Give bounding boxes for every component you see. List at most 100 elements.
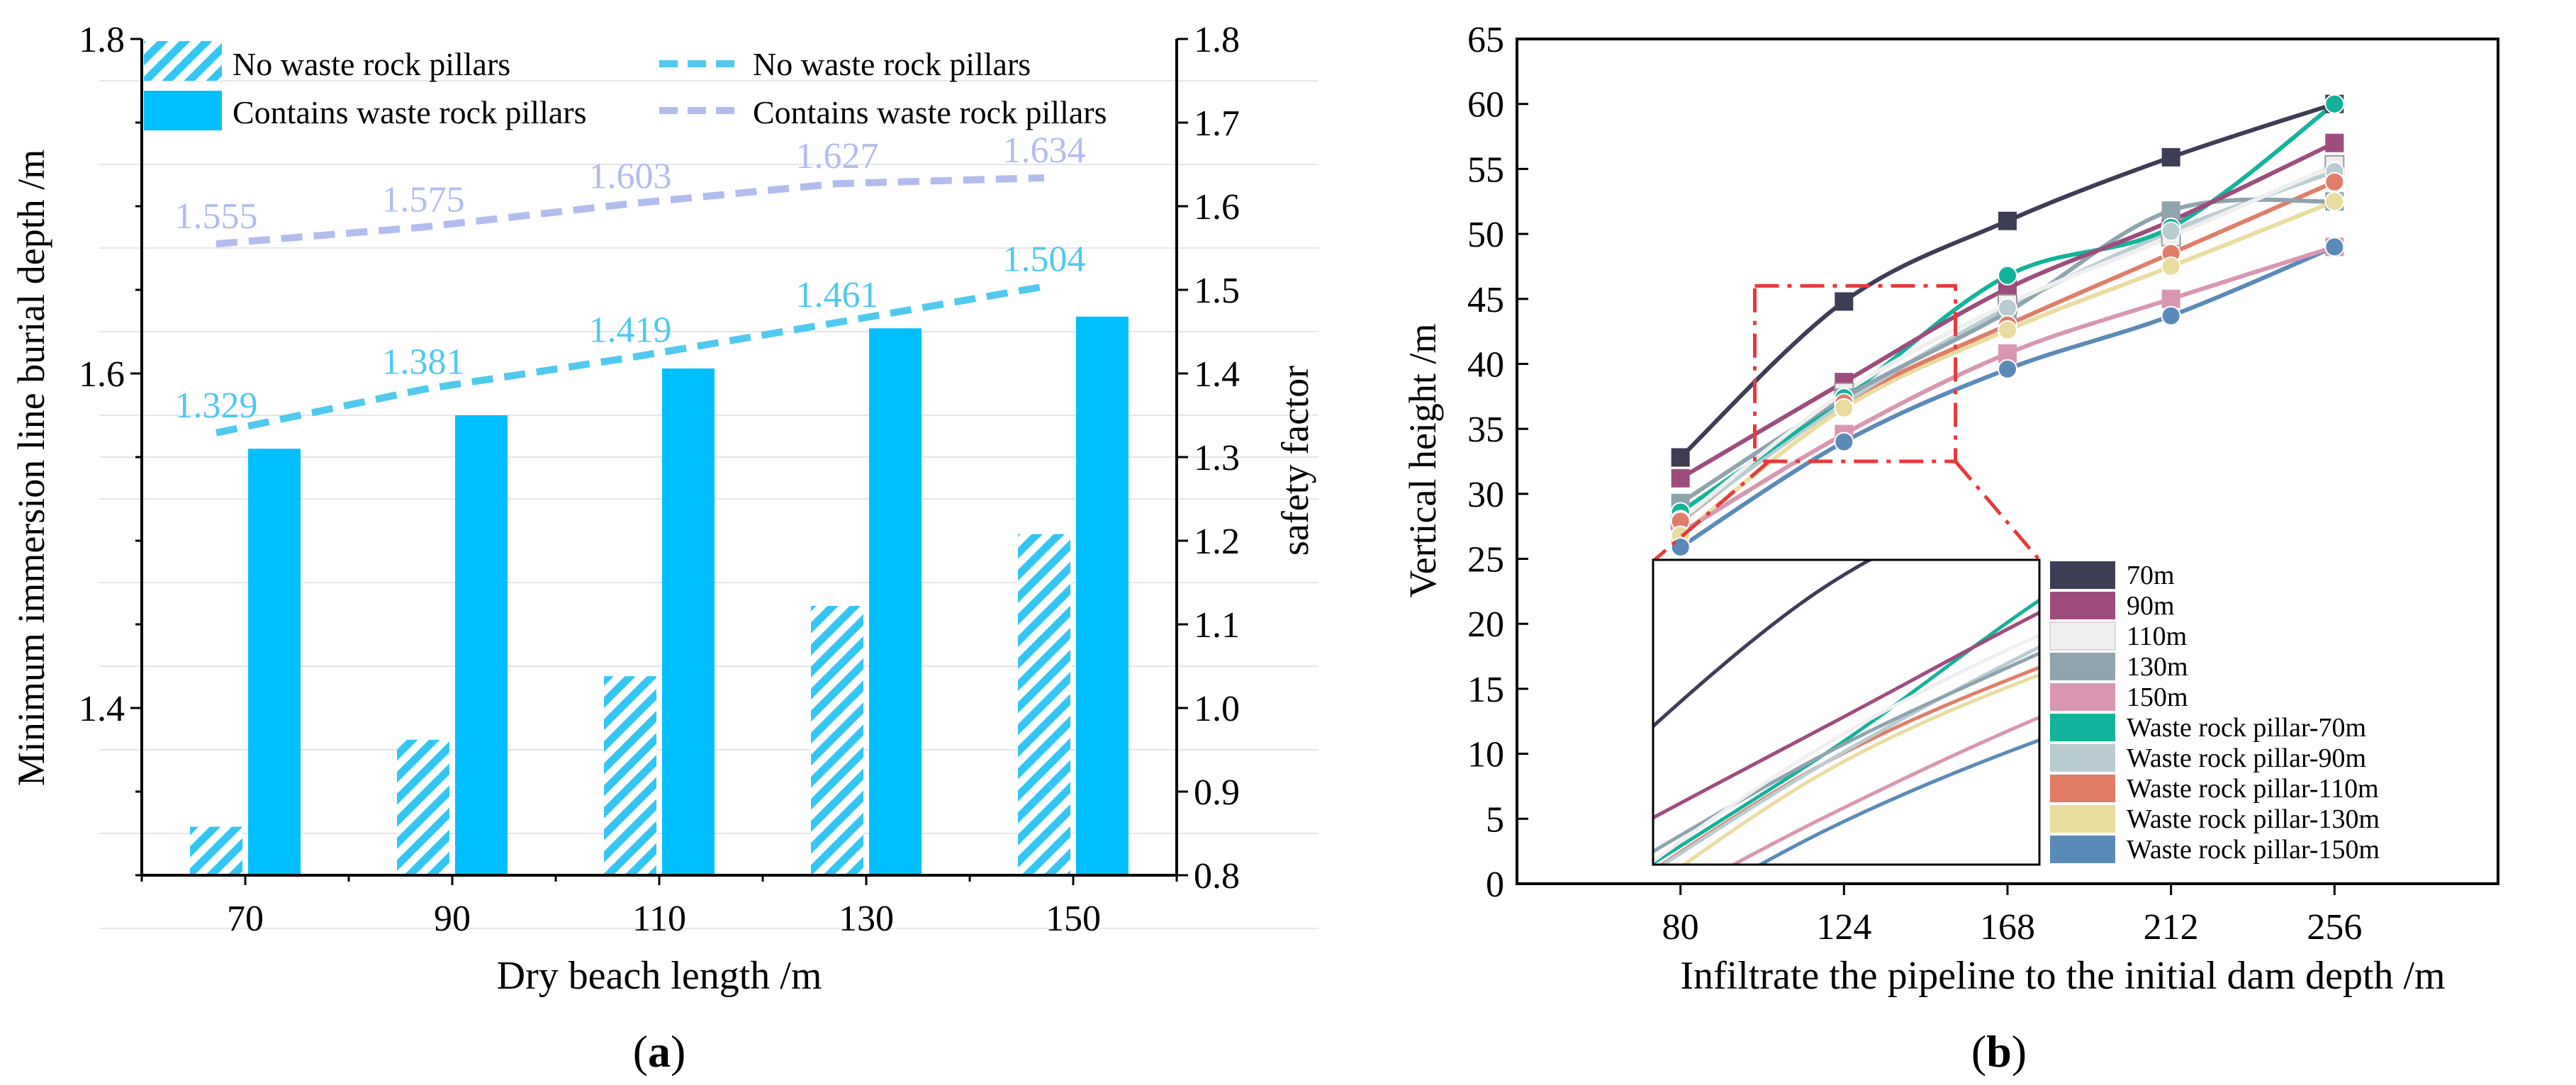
data-label-line-contains-pillars: 1.555	[175, 196, 258, 237]
legend-label-b: Waste rock pillar-150m	[2127, 835, 2380, 865]
tick-label-a-right: 1.0	[1194, 689, 1240, 729]
chart-a-axes: 1.4 1.6 1.8 0.8 0.9 1.0 1.1 1.2 1.3 1.4 1.5 1.6 1.7 1…	[79, 20, 1240, 939]
zoom-rectangle	[1753, 283, 1958, 463]
bar-contains-pillars	[869, 328, 922, 875]
tick-label-b-y: 25	[1467, 540, 1504, 580]
chart-a-bars	[190, 316, 1129, 875]
legend-label-b: Waste rock pillar-130m	[2127, 804, 2380, 834]
tick-label-a-x: 70	[227, 899, 264, 939]
line-no-pillars	[215, 283, 1045, 437]
bar-no-pillars	[190, 826, 242, 875]
tick-label-b-y: 30	[1467, 475, 1504, 515]
tick-label-b-x: 168	[1980, 907, 2035, 948]
tick-label-b-y: 50	[1467, 215, 1504, 255]
tick-label-b-y: 15	[1467, 670, 1504, 710]
chart-b-axes: 0 5 10 15 20 25 30 35 40 45 50 55 60 65 80 124 168 212 256	[1467, 20, 2499, 948]
zoom-connector-left	[1653, 460, 1771, 561]
marker-circle-b	[2161, 305, 2181, 326]
tick-label-a-x: 150	[1046, 899, 1101, 939]
inset-series-line	[1653, 598, 2039, 865]
marker-square-b	[1998, 211, 2017, 230]
caption-b: (b)	[1971, 1026, 2027, 1076]
data-label-line-no-pillars: 1.381	[382, 342, 465, 382]
data-label-line-no-pillars: 1.461	[796, 275, 879, 315]
marker-circle-b	[2324, 94, 2345, 114]
inset-series-line	[1653, 560, 1874, 729]
marker-square-b	[1835, 292, 1854, 311]
marker-circle-b	[2324, 191, 2345, 212]
bar-no-pillars	[397, 739, 449, 875]
tick-label-a-left: 1.8	[79, 20, 125, 60]
inset-series-line	[1681, 673, 2039, 865]
tick-label-b-x: 80	[1662, 907, 1699, 948]
marker-square-b	[2325, 133, 2344, 152]
inset-series-line	[1653, 651, 2039, 854]
legend-label-no-pillars-line: No waste rock pillars	[753, 46, 1031, 82]
inset-series-line	[1653, 633, 2039, 864]
chart-a-lines: 1.329 1.381 1.419 1.461 1.504 1.555 1.575 1.603…	[175, 130, 1086, 437]
legend-label-b: 150m	[2127, 682, 2188, 712]
bar-contains-pillars	[248, 449, 301, 875]
tick-label-b-y: 55	[1467, 150, 1504, 190]
legend-swatch-b	[2050, 775, 2115, 802]
tick-label-a-x: 90	[434, 899, 471, 939]
chart-a-y-axis-title: Minimum immersion line burial depth /m	[10, 150, 52, 786]
legend-label-b: 110m	[2127, 622, 2187, 651]
legend-swatch-hatched-bar	[144, 41, 222, 81]
marker-circle-b	[1998, 265, 2017, 286]
data-label-line-contains-pillars: 1.634	[1003, 130, 1086, 171]
data-label-line-contains-pillars: 1.627	[796, 136, 879, 176]
zoom-connector-right	[1954, 460, 2041, 561]
chart-b-zoom-box	[1653, 283, 2041, 561]
tick-label-b-y: 60	[1467, 85, 1504, 125]
inset-lines-clip	[1653, 560, 2039, 865]
chart-a-legend: No waste rock pillars Contains waste roc…	[144, 41, 1107, 130]
legend-swatch-b	[2050, 561, 2115, 589]
legend-label-b: Waste rock pillar-90m	[2127, 743, 2366, 773]
bar-contains-pillars	[1076, 316, 1129, 875]
chart-b-markers	[1670, 94, 2345, 558]
data-label-line-no-pillars: 1.504	[1003, 239, 1086, 279]
tick-label-b-y: 35	[1467, 410, 1504, 450]
bar-no-pillars	[811, 606, 863, 875]
legend-label-no-pillars-bar: No waste rock pillars	[233, 46, 510, 82]
marker-square-b	[2161, 201, 2180, 220]
bar-no-pillars	[1018, 534, 1070, 875]
marker-square-b	[2161, 289, 2180, 308]
data-label-line-contains-pillars: 1.603	[589, 156, 672, 196]
tick-label-a-right: 0.9	[1194, 772, 1240, 813]
legend-swatch-b	[2050, 683, 2115, 711]
tick-label-a-right: 1.4	[1194, 354, 1240, 395]
chart-b-y-axis-title: Vertical height /m	[1401, 324, 1444, 598]
tick-label-a-x: 130	[839, 899, 894, 939]
marker-circle-b	[2161, 221, 2181, 242]
legend-swatch-b	[2050, 805, 2115, 833]
chart-b-inset	[1652, 558, 2041, 866]
legend-swatch-solid-bar	[144, 91, 222, 130]
legend-swatch-b	[2050, 744, 2115, 772]
bar-contains-pillars	[662, 368, 715, 875]
chart-a-x-axis-title: Dry beach length /m	[497, 954, 822, 998]
legend-label-b: 130m	[2127, 652, 2188, 682]
legend-label-contains-pillars-line: Contains waste rock pillars	[753, 94, 1107, 130]
legend-label-b: Waste rock pillar-110m	[2127, 774, 2379, 804]
tick-label-a-left: 1.6	[79, 354, 125, 395]
inset-series-line	[1659, 645, 2039, 865]
marker-square-b	[1671, 468, 1690, 488]
tick-label-b-y: 45	[1467, 280, 1504, 320]
chart-b: 0 5 10 15 20 25 30 35 40 45 50 55 60 65 80 124 168 212 256…	[1401, 20, 2499, 1076]
tick-label-a-right: 1.2	[1194, 522, 1240, 562]
marker-circle-b	[1670, 537, 1691, 558]
tick-label-b-y: 5	[1486, 799, 1504, 840]
tick-label-a-right: 1.1	[1194, 605, 1240, 646]
marker-circle-b	[1998, 359, 2017, 379]
chart-b-x-axis-title: Infiltrate the pipeline to the initial d…	[1680, 954, 2445, 998]
tick-label-a-right: 1.3	[1194, 438, 1240, 478]
marker-circle-b	[2324, 237, 2345, 257]
marker-circle-b	[2324, 172, 2345, 192]
marker-circle-b	[1834, 398, 1854, 418]
chart-a-y2-axis-title: safety factor	[1274, 366, 1316, 556]
marker-circle-b	[1998, 298, 2017, 318]
tick-label-a-right: 0.8	[1194, 856, 1240, 896]
